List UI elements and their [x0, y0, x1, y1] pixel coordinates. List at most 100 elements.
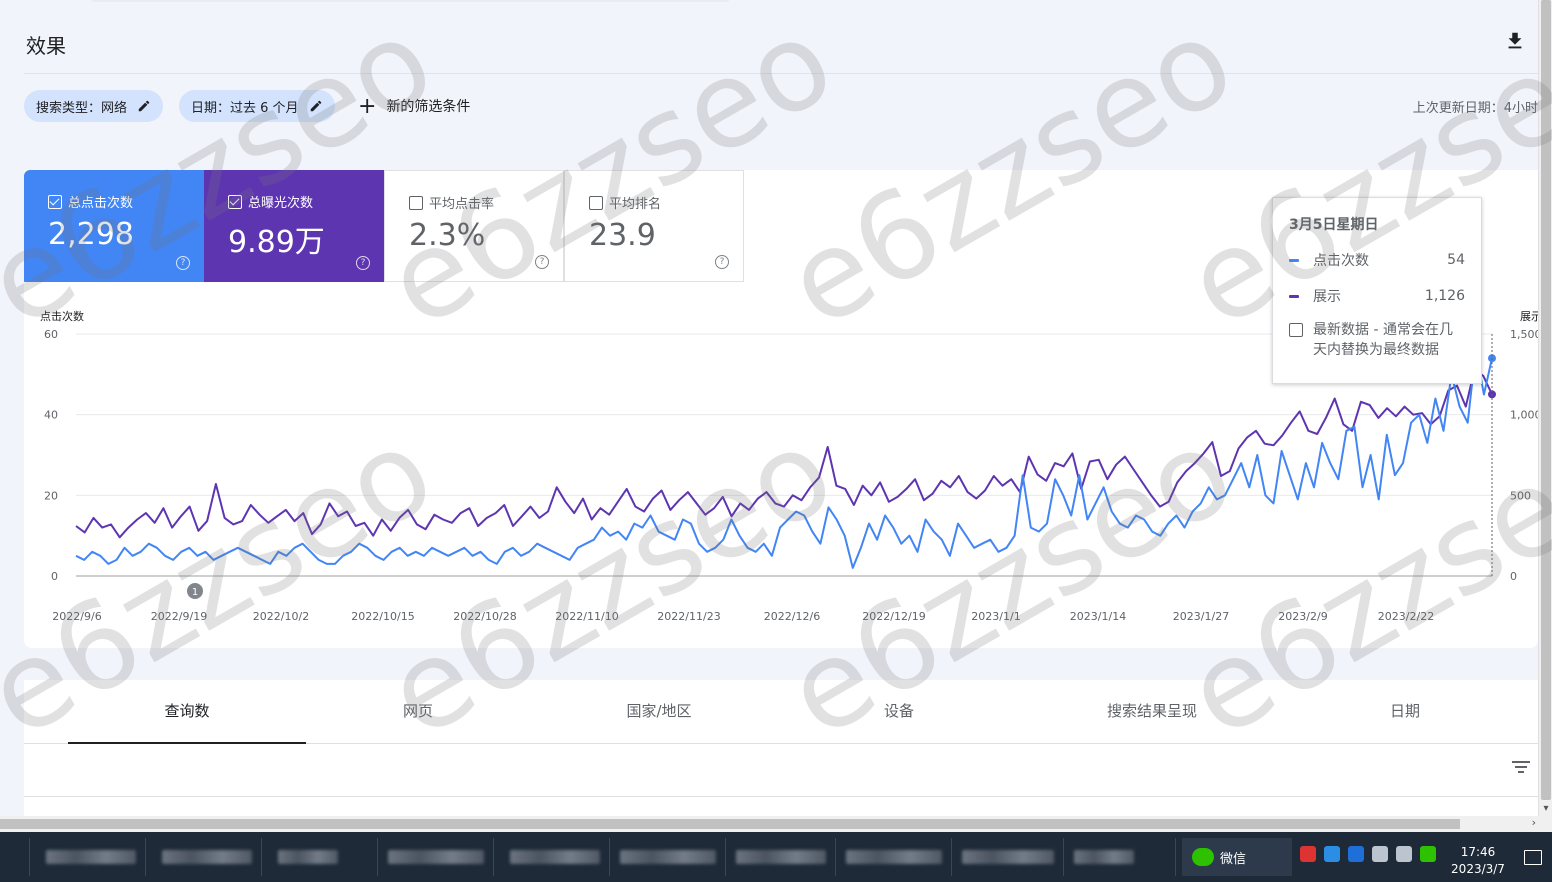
tooltip-impressions-row: 展示 1,126	[1289, 286, 1465, 306]
blurred-label	[1074, 850, 1134, 864]
cloud-icon[interactable]	[1324, 846, 1340, 862]
blurred-label	[278, 850, 338, 864]
y-left-tick-label: 40	[44, 409, 58, 422]
clock-date: 2023/3/7	[1451, 862, 1505, 876]
scroll-thumb[interactable]	[1541, 0, 1551, 800]
taskbar-app[interactable]	[958, 838, 1064, 876]
x-tick-label: 2022/9/19	[151, 610, 207, 623]
horizontal-scrollbar[interactable]: ›	[0, 816, 1552, 832]
help-icon[interactable]: ?	[356, 256, 370, 270]
system-tray	[1300, 846, 1436, 862]
blurred-label	[510, 850, 600, 864]
y-left-tick-label: 0	[51, 570, 58, 583]
new-filter-label: 新的筛选条件	[386, 99, 471, 115]
metric-label: 总曝光次数	[248, 196, 314, 211]
download-icon[interactable]	[1504, 30, 1526, 52]
blurred-label	[962, 850, 1054, 864]
notification-icon[interactable]	[1524, 850, 1542, 865]
performance-chart-card: 总点击次数 2,298 ? 总曝光次数 9.89万 ? 平均点击率 2.3% ?…	[24, 170, 1538, 648]
metric-value: 9.89万	[228, 225, 325, 260]
metric-value: 23.9	[589, 218, 656, 253]
taskbar-app[interactable]	[1070, 838, 1176, 876]
performance-line-chart[interactable]: 点击次数 展示 60 1,500 40 1,000 20 500 0 0 2022/9/6 2022/…	[24, 300, 1538, 630]
taskbar-app[interactable]	[500, 838, 610, 876]
search-type-chip[interactable]: 搜索类型：网络	[24, 90, 164, 122]
x-tick-label: 2023/2/22	[1378, 610, 1434, 623]
taskbar-app[interactable]	[732, 838, 836, 876]
wechat-label: 微信	[1220, 851, 1247, 867]
metric-average-ctr[interactable]: 平均点击率 2.3% ?	[384, 170, 564, 282]
app-tray-icon[interactable]	[1348, 846, 1364, 862]
x-tick-label: 2022/9/6	[52, 610, 101, 623]
impressions-legend-swatch	[1289, 294, 1299, 298]
scroll-thumb[interactable]	[0, 819, 1460, 829]
tab-pages[interactable]: 网页	[402, 702, 433, 720]
impressions-line	[75, 368, 1493, 539]
tab-countries[interactable]: 国家/地区	[626, 702, 692, 720]
blurred-label	[46, 850, 136, 864]
metric-value: 2.3%	[409, 218, 486, 253]
qq-icon[interactable]	[1300, 846, 1316, 862]
tooltip-clicks-row: 点击次数 54	[1289, 250, 1465, 270]
taskbar-app[interactable]	[616, 838, 726, 876]
y-left-tick-label: 20	[44, 489, 58, 502]
filter-list-icon[interactable]	[1512, 760, 1530, 774]
clock-time: 17:46	[1460, 845, 1496, 859]
tab-devices[interactable]: 设备	[883, 702, 914, 720]
taskbar-app[interactable]	[384, 838, 494, 876]
network-icon[interactable]	[1372, 846, 1388, 862]
header-row: 效果	[24, 26, 1538, 74]
divider	[24, 796, 1538, 797]
x-tick-label: 2022/11/23	[657, 610, 720, 623]
y-right-tick-label: 1,500	[1510, 328, 1538, 341]
tooltip-note: 最新数据 - 通常会在几天内替换为最终数据	[1289, 320, 1465, 360]
blurred-label	[162, 850, 252, 864]
scroll-right-icon[interactable]: ›	[1531, 816, 1536, 829]
annotation-marker	[187, 583, 203, 599]
clicks-legend-swatch	[1289, 258, 1299, 262]
checkbox-icon	[228, 194, 242, 209]
taskbar-clock[interactable]: 17:46 2023/3/7	[1445, 844, 1511, 878]
blurred-label	[846, 850, 942, 864]
scroll-down-icon[interactable]: ▾	[1543, 803, 1549, 814]
clicks-line	[75, 349, 1493, 569]
date-chip[interactable]: 日期：过去 6 个月	[179, 90, 335, 122]
x-tick-label: 2022/12/19	[862, 610, 925, 623]
metric-total-impressions[interactable]: 总曝光次数 9.89万 ?	[204, 170, 384, 282]
y-axis-right-label: 展示	[1520, 310, 1538, 323]
help-icon[interactable]: ?	[176, 256, 190, 270]
x-tick-label: 2022/10/28	[453, 610, 516, 623]
tab-dates[interactable]: 日期	[1389, 702, 1420, 720]
tooltip-impressions-value: 1,126	[1424, 288, 1465, 304]
dimension-tabs-card: 查询数 网页 国家/地区 设备 搜索结果呈现 日期	[24, 680, 1538, 816]
x-tick-label: 2023/1/14	[1070, 610, 1126, 623]
tooltip-impressions-label: 展示	[1313, 289, 1341, 305]
taskbar-app[interactable]	[152, 838, 262, 876]
dimension-tabs: 查询数 网页 国家/地区 设备 搜索结果呈现 日期	[24, 680, 1538, 744]
wechat-tray-icon[interactable]	[1420, 846, 1436, 862]
y-right-tick-label: 500	[1510, 489, 1531, 502]
volume-icon[interactable]	[1396, 846, 1412, 862]
taskbar-app[interactable]	[268, 838, 378, 876]
taskbar-wechat[interactable]: 微信	[1182, 838, 1292, 876]
metric-value: 2,298	[48, 217, 134, 252]
vertical-scrollbar[interactable]: ▾	[1538, 0, 1552, 816]
tab-queries[interactable]: 查询数	[68, 680, 306, 744]
checkbox-icon	[48, 194, 62, 209]
checkbox-icon	[589, 195, 603, 210]
help-icon[interactable]: ?	[535, 255, 549, 269]
annotation-label: 1	[192, 587, 198, 598]
taskbar-app[interactable]	[842, 838, 952, 876]
blurred-label	[388, 850, 484, 864]
taskbar-app[interactable]	[0, 838, 30, 876]
metric-total-clicks[interactable]: 总点击次数 2,298 ?	[24, 170, 204, 282]
date-label: 日期：过去 6 个月	[191, 100, 299, 116]
taskbar-app[interactable]	[36, 838, 146, 876]
tab-search-appearance[interactable]: 搜索结果呈现	[1106, 702, 1197, 720]
new-filter-button[interactable]: + 新的筛选条件	[358, 90, 470, 122]
x-tick-label: 2023/1/27	[1173, 610, 1229, 623]
tooltip-clicks-value: 54	[1447, 252, 1465, 268]
x-tick-label: 2023/1/1	[971, 610, 1020, 623]
metric-average-position[interactable]: 平均排名 23.9 ?	[564, 170, 744, 282]
help-icon[interactable]: ?	[715, 255, 729, 269]
